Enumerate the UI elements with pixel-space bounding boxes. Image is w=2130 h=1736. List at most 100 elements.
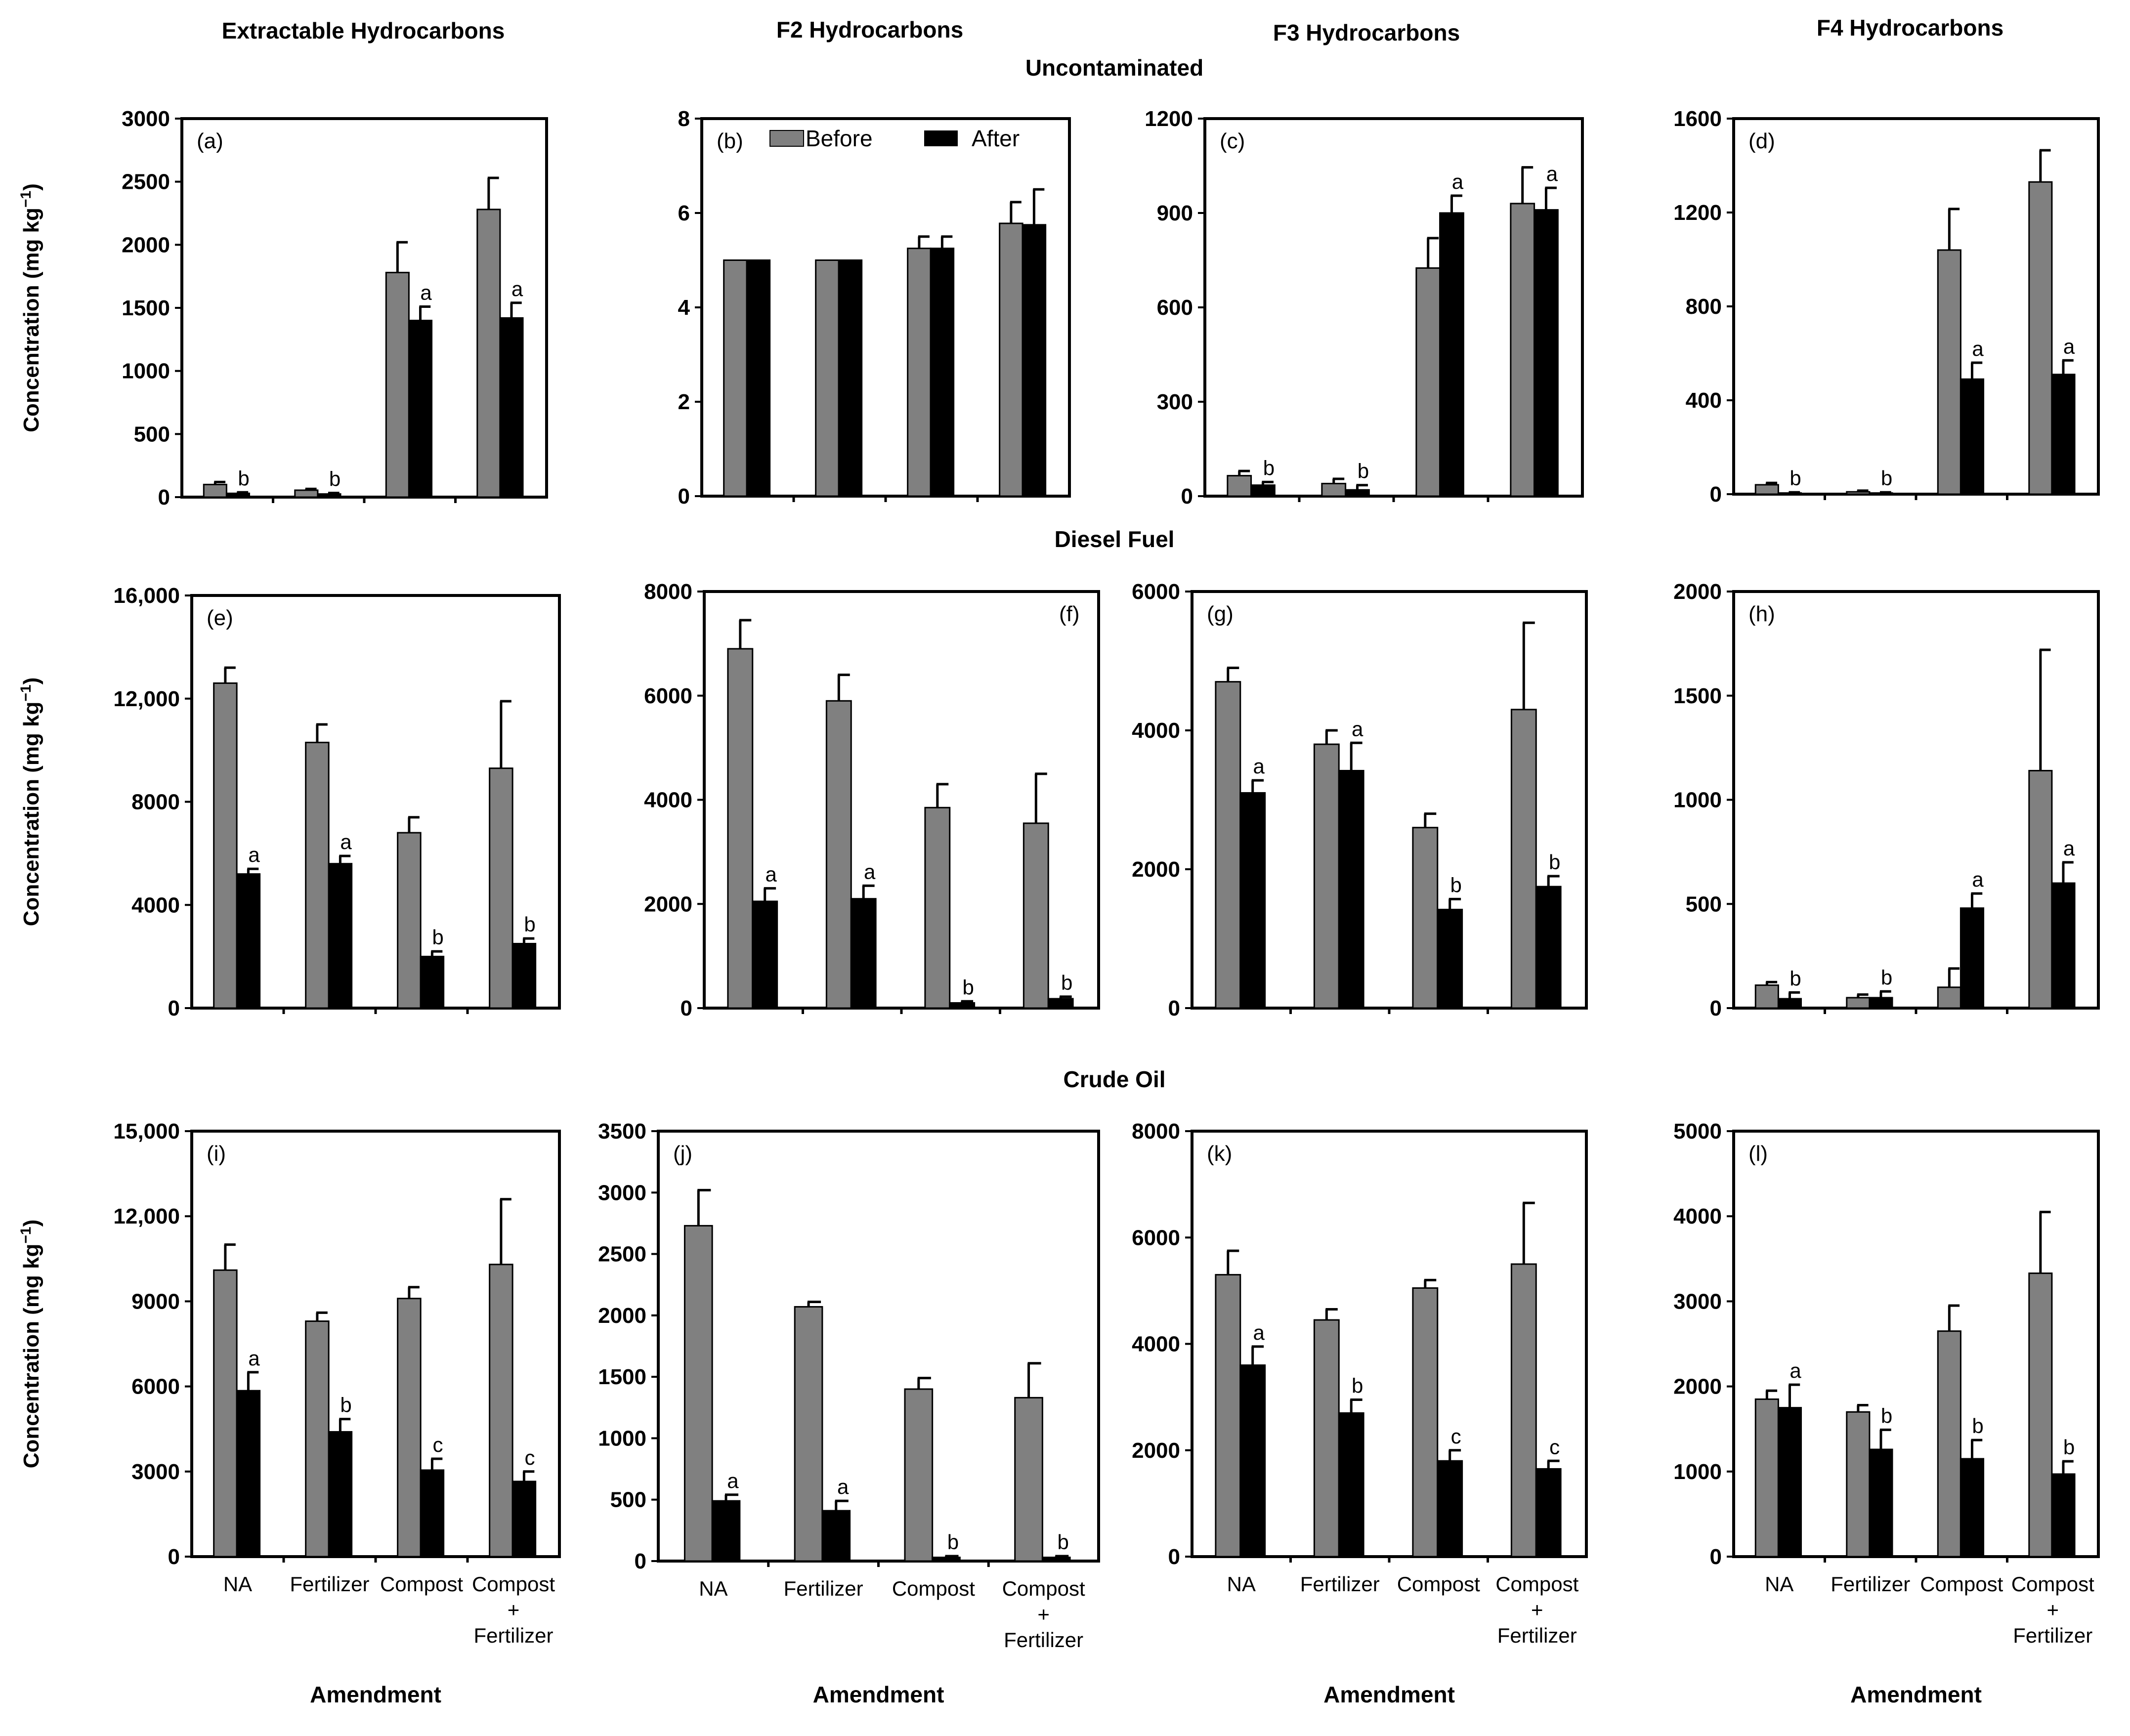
bar-before <box>999 222 1023 497</box>
bar-before <box>489 767 513 1009</box>
bar-before <box>305 741 330 1009</box>
x-category-label: Compost <box>1397 1572 1480 1596</box>
significance-label: a <box>1789 1359 1801 1382</box>
bar-after <box>949 1002 976 1009</box>
bar-after <box>408 320 433 498</box>
bar-after <box>1239 1364 1266 1558</box>
bar-before <box>815 259 840 497</box>
y-tick-label: 3000 <box>131 1460 180 1484</box>
panel-label-l: (l) <box>1748 1142 1768 1166</box>
bar-before <box>1227 475 1252 497</box>
panel-b: 0 2 4 6 8 (b) <box>678 107 1071 508</box>
y-tick-label: 1000 <box>1673 788 1722 812</box>
y-tick-label: 0 <box>1710 996 1722 1020</box>
x-axis-label: Amendment <box>813 1682 944 1707</box>
y-tick-label: 1200 <box>1673 201 1722 225</box>
bar-after <box>2051 882 2076 1009</box>
bar-after <box>236 1390 261 1558</box>
y-axis-label: Concentration (mg kg−1) <box>18 1220 43 1469</box>
significance-label: b <box>1789 967 1801 990</box>
y-tick-label: 0 <box>1168 1545 1180 1569</box>
y-tick-label: 1000 <box>598 1426 646 1450</box>
y-tick-label: 4000 <box>1132 719 1180 743</box>
y-tick-label: 0 <box>681 996 692 1020</box>
bar-before <box>794 1306 823 1562</box>
y-tick-label: 0 <box>1710 1545 1722 1569</box>
significance-label: a <box>765 863 777 886</box>
y-tick-label: 0 <box>168 1545 180 1569</box>
bar-after <box>1535 886 1562 1009</box>
bar-before <box>1846 997 1871 1009</box>
y-tick-label: 1000 <box>122 359 170 383</box>
bar-after <box>1777 998 1802 1009</box>
bar-before <box>1415 267 1441 497</box>
legend-label-after: After <box>972 126 1020 151</box>
bar-before <box>1412 1287 1439 1558</box>
y-tick-label: 9000 <box>131 1289 180 1313</box>
bar-after <box>2051 374 2076 495</box>
y-tick-label: 6000 <box>1132 1226 1180 1250</box>
y-tick-label: 2000 <box>1132 1439 1180 1463</box>
bar-after <box>1869 1448 1893 1558</box>
bar-before <box>1321 483 1347 497</box>
y-axis-label: Concentration (mg kg−1) <box>18 183 43 432</box>
bar-after <box>328 863 353 1009</box>
panel-f: 0 2000 4000 6000 8000 (f) a a b b <box>644 580 1100 1020</box>
bar-before <box>476 209 501 498</box>
y-tick-label: 3000 <box>122 107 170 131</box>
bar-after <box>1239 792 1266 1009</box>
y-tick-label: 3000 <box>598 1181 646 1205</box>
x-category-label: NA <box>1227 1572 1256 1596</box>
significance-label: b <box>1450 873 1461 896</box>
bar-before <box>1846 1411 1871 1558</box>
y-tick-label: 2500 <box>598 1242 646 1267</box>
significance-label: a <box>1972 868 1984 891</box>
y-tick-label: 2500 <box>122 170 170 194</box>
y-tick-label: 3500 <box>598 1119 646 1143</box>
x-axis-labels-layer: NA Fertilizer Compost Compost + Fertilizer Ame… <box>223 1572 2094 1707</box>
bar-after <box>932 1557 961 1562</box>
bar-before <box>489 1264 513 1558</box>
row-title-crude: Crude Oil <box>1063 1066 1165 1092</box>
significance-label: a <box>1546 162 1558 185</box>
y-tick-label: 6 <box>678 201 690 225</box>
column-title-f3: F3 Hydrocarbons <box>1273 20 1460 45</box>
bar-before <box>1510 203 1535 497</box>
y-tick-label: 8 <box>678 107 690 131</box>
y-tick-label: 500 <box>134 422 170 446</box>
panel-label-j: (j) <box>673 1142 692 1166</box>
bar-before <box>683 1225 713 1562</box>
bar-before <box>1937 249 1961 495</box>
significance-label: b <box>1358 460 1369 483</box>
significance-label: b <box>238 466 249 490</box>
x-category-label: Compost + Fertilizer <box>1495 1572 1578 1647</box>
bar-after <box>2051 1473 2076 1558</box>
bar-after <box>1534 209 1559 497</box>
y-tick-label: 0 <box>635 1549 646 1573</box>
significance-label: a <box>340 830 352 853</box>
x-category-label: Compost + Fertilizer <box>472 1572 555 1647</box>
y-tick-label: 2000 <box>1673 1375 1722 1399</box>
panel-c: 0 300 600 900 1200 (c) b b a a <box>1145 107 1584 508</box>
significance-label: b <box>1549 850 1560 874</box>
bar-after <box>746 259 771 497</box>
bar-before <box>1014 1397 1043 1562</box>
y-tick-label: 2000 <box>644 892 692 916</box>
y-tick-label: 6000 <box>131 1375 180 1399</box>
y-tick-label: 500 <box>610 1488 646 1512</box>
bar-after <box>930 248 955 497</box>
bar-after <box>1960 907 1985 1009</box>
bar-after <box>821 1510 851 1562</box>
x-category-label: Compost <box>380 1572 463 1596</box>
panel-label-b: (b) <box>717 129 743 153</box>
x-category-label: Compost <box>892 1577 975 1600</box>
bar-before <box>2028 769 2053 1009</box>
panel-label-a: (a) <box>197 129 223 153</box>
y-tick-label: 600 <box>1157 296 1193 320</box>
significance-label: b <box>1881 1404 1892 1427</box>
y-tick-label: 6000 <box>1132 580 1180 604</box>
y-tick-label: 500 <box>1686 892 1722 916</box>
bar-after <box>420 1469 445 1558</box>
